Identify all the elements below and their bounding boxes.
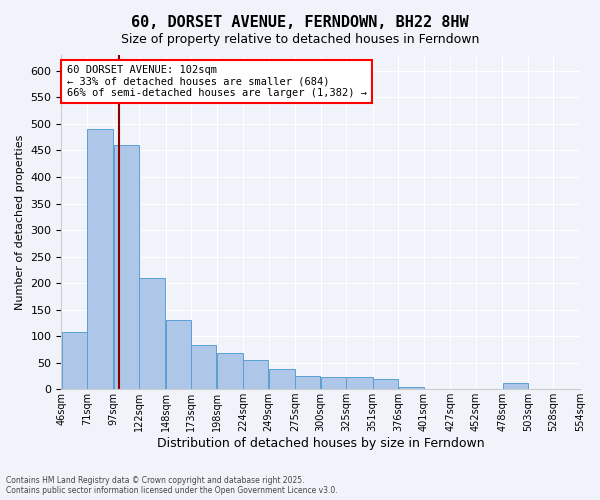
Bar [217,353,243,389]
Bar [373,378,398,389]
Bar [139,278,165,389]
Y-axis label: Number of detached properties: Number of detached properties [15,134,25,310]
Bar [87,130,113,389]
Bar [295,376,320,389]
Bar [244,360,268,389]
Text: 60 DORSET AVENUE: 102sqm
← 33% of detached houses are smaller (684)
66% of semi-: 60 DORSET AVENUE: 102sqm ← 33% of detach… [67,65,367,98]
Bar [398,386,424,389]
Text: Size of property relative to detached houses in Ferndown: Size of property relative to detached ho… [121,32,479,46]
Text: Contains HM Land Registry data © Crown copyright and database right 2025.
Contai: Contains HM Land Registry data © Crown c… [6,476,338,495]
X-axis label: Distribution of detached houses by size in Ferndown: Distribution of detached houses by size … [157,437,485,450]
Bar [166,320,191,389]
Bar [269,369,295,389]
Bar [346,378,373,389]
Bar [503,383,527,389]
Text: 60, DORSET AVENUE, FERNDOWN, BH22 8HW: 60, DORSET AVENUE, FERNDOWN, BH22 8HW [131,15,469,30]
Bar [114,145,139,389]
Bar [191,345,217,389]
Bar [321,378,346,389]
Bar [62,332,86,389]
